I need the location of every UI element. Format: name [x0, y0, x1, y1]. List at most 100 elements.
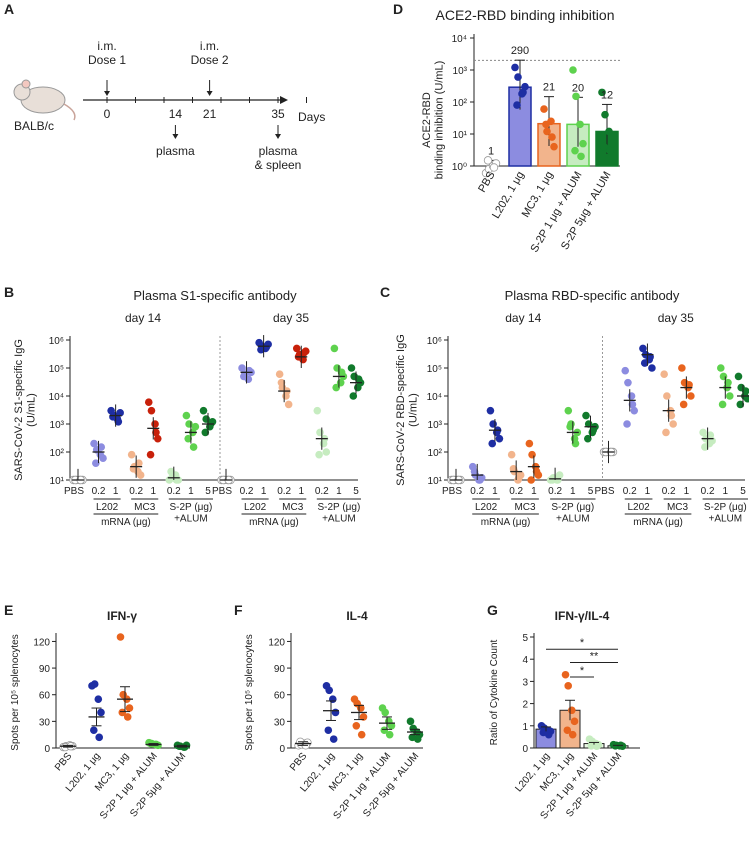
chart-g-data-point [568, 706, 576, 715]
chart-c-data-point [532, 467, 541, 476]
chart-b-data-point [114, 417, 123, 426]
chart-c-data-point [679, 400, 688, 409]
chart-d-ytick-label: 10¹ [453, 130, 468, 141]
bleed-label-1: plasma [156, 144, 195, 158]
chart-d-data-point [513, 101, 521, 109]
chart-d-data-point [542, 120, 550, 129]
chart-d-data-point [608, 139, 616, 148]
chart-b-data-point [277, 378, 286, 387]
chart-c-group-label: 5 [588, 486, 594, 497]
chart-b-data-point [354, 375, 363, 383]
bleed-arrow-head [275, 134, 281, 139]
chart-b-data-point [330, 344, 339, 353]
chart-c-data-point [662, 428, 670, 437]
chart-b-ytick-label: 10¹ [50, 476, 65, 487]
chart-c-data-point [589, 426, 597, 435]
chart-b-bracket-label: L202 [244, 502, 267, 513]
chart-c-bracket-label: S-2P (μg) +ALUM [551, 502, 594, 525]
chart-b-data-point [191, 422, 200, 431]
chart-c-data-point [667, 411, 676, 420]
chart-d-data-point [511, 63, 519, 72]
chart-c-title: Plasma RBD-specific antibody [505, 288, 680, 303]
chart-f-ytick-label: 120 [268, 637, 285, 648]
chart-f-ytick-label: 0 [279, 744, 285, 755]
chart-b-data-point [151, 420, 159, 428]
chart-b-data-point [201, 428, 210, 437]
chart-b-data-point [167, 467, 175, 476]
chart-d-data-point [548, 133, 556, 141]
chart-b-group-label: 1 [336, 486, 342, 497]
panel-letter-D: D [393, 1, 403, 17]
chart-g-data-point [570, 717, 579, 726]
chart-c-data-point [584, 434, 592, 443]
chart-b-group-label: PBS [64, 486, 84, 497]
chart-d-title: ACE2-RBD binding inhibition [436, 7, 615, 23]
chart-d-ytick-label: 10⁰ [452, 162, 467, 173]
chart-d-category-label: PBS [476, 170, 497, 195]
chart-c-data-point [527, 476, 535, 484]
chart-b-data-point [284, 400, 293, 409]
chart-c-bracket-label: S-2P (μg) +ALUM [704, 502, 747, 525]
bleed-arrow-head [172, 134, 179, 139]
chart-c-data-point [648, 364, 656, 372]
chart-d-data-point [540, 105, 548, 113]
chart-d-ylabel: ACE2-RBDbinding inhibition (U/mL) [421, 61, 446, 180]
chart-c-group-label: 1 [531, 486, 537, 497]
chart-b-data-point [152, 428, 160, 437]
chart-e-title: IFN-γ [107, 609, 137, 623]
chart-b-data-point [92, 459, 100, 467]
chart-b-data-point [349, 392, 358, 400]
chart-c-data-point [741, 387, 749, 395]
mouse-icon-tail [63, 103, 76, 121]
chart-c-data-point [639, 344, 647, 353]
chart-f-data-point [413, 735, 422, 743]
animal-label: BALB/c [14, 119, 54, 133]
chart-b-group-label: 0.2 [129, 486, 143, 497]
chart-c-data-point [554, 476, 562, 484]
chart-d-data-point [579, 139, 587, 148]
chart-d-data-point [572, 92, 580, 101]
chart-g-significance-label: * [580, 665, 585, 677]
chart-b-data-point [146, 450, 155, 459]
chart-c-data-point [489, 420, 497, 428]
chart-c-data-point [621, 366, 630, 375]
chart-b-data-point [147, 406, 156, 415]
chart-g-significance-label: * [580, 637, 585, 649]
chart-b-data-point [127, 450, 136, 459]
chart-c-data-point [495, 434, 504, 443]
chart-b-data-point [238, 364, 246, 372]
chart-d-data-point [605, 127, 613, 136]
chart-b-group-label: 0.2 [277, 486, 291, 497]
chart-b-group-label: 5 [353, 486, 359, 497]
chart-d-data-point [600, 142, 608, 151]
chart-b-ylabel: SARS-CoV-2 S1-specific IgG(U/mL) [13, 339, 38, 481]
chart-e-data-point [95, 733, 103, 742]
chart-c-data-point [718, 400, 727, 409]
chart-e-ytick-label: 90 [39, 664, 51, 675]
chart-g-data-point [568, 730, 577, 739]
chart-b-data-point [116, 409, 124, 417]
chart-c-data-point [571, 439, 580, 448]
chart-b-title: Plasma S1-specific antibody [133, 288, 297, 303]
chart-d-data-point [489, 163, 499, 172]
chart-c-group-label: PBS [594, 486, 614, 497]
chart-c-data-point [507, 450, 516, 459]
chart-c-bracket-label: MC3 [667, 502, 689, 513]
panel-letter-G: G [487, 602, 498, 618]
chart-g-ylabel: Ratio of Cytokine Count [489, 639, 500, 745]
chart-c-group-label: 0.2 [662, 486, 676, 497]
chart-b-bracket-label: mRNA (μg) [249, 517, 299, 528]
dose-label-1: i.m. Dose 1 [88, 39, 126, 67]
chart-b-timepoint-label: day 35 [273, 311, 309, 325]
chart-b-bracket-label: MC3 [282, 502, 304, 513]
chart-b-data-point [184, 434, 192, 443]
chart-g-ytick-label: 3 [522, 677, 528, 688]
chart-c-data-point [663, 392, 671, 400]
panel-letter-A: A [4, 1, 14, 17]
chart-b-group-label: 5 [205, 486, 211, 497]
chart-b-data-point [262, 343, 271, 352]
chart-d-data-point [550, 142, 558, 151]
chart-c-group-label: 0.2 [701, 486, 715, 497]
timeline-day-label: 21 [203, 107, 217, 121]
chart-c-ytick-label: 10⁵ [427, 364, 442, 375]
